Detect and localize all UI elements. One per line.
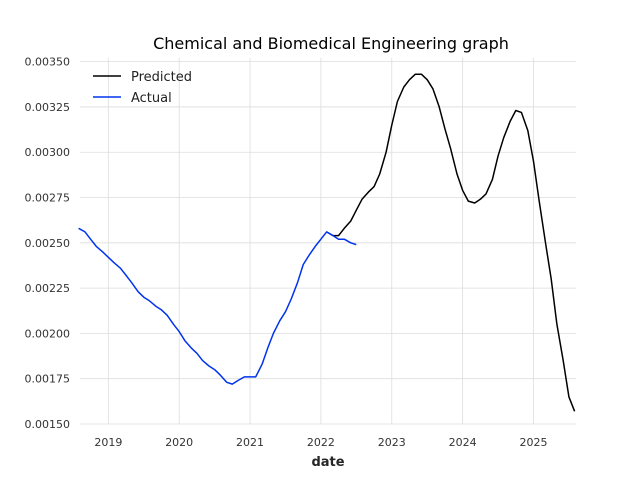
chart-title: Chemical and Biomedical Engineering grap… — [153, 34, 509, 53]
y-tick-label: 0.00275 — [25, 192, 71, 205]
legend-label-predicted: Predicted — [131, 70, 192, 85]
y-tick-label: 0.00300 — [25, 146, 71, 159]
y-tick-label: 0.00175 — [25, 373, 71, 386]
y-tick-label: 0.00250 — [25, 237, 71, 250]
y-tick-label: 0.00350 — [25, 56, 71, 69]
legend-label-actual: Actual — [131, 91, 172, 106]
y-tick-label: 0.00150 — [25, 418, 71, 431]
y-tick-label: 0.00225 — [25, 282, 71, 295]
y-axis-ticks: 0.00150 0.00175 0.00200 0.00225 0.00250 0.002… — [25, 56, 71, 431]
x-tick-label: 2019 — [94, 436, 122, 449]
x-tick-label: 2022 — [307, 436, 335, 449]
x-tick-label: 2020 — [165, 436, 193, 449]
x-tick-label: 2024 — [449, 436, 477, 449]
series-lines — [78, 73, 576, 412]
series-line-actual — [78, 227, 357, 385]
y-tick-label: 0.00200 — [25, 327, 71, 340]
legend: Predicted Actual — [93, 70, 192, 106]
x-tick-label: 2021 — [236, 436, 264, 449]
series-line-predicted — [326, 73, 576, 412]
x-axis-label: date — [311, 455, 344, 470]
gridlines — [80, 58, 576, 425]
x-axis-ticks: 2019 2020 2021 2022 2023 2024 2025 — [94, 436, 547, 449]
x-tick-label: 2023 — [378, 436, 406, 449]
x-tick-label: 2025 — [519, 436, 547, 449]
y-tick-label: 0.00325 — [25, 101, 71, 114]
